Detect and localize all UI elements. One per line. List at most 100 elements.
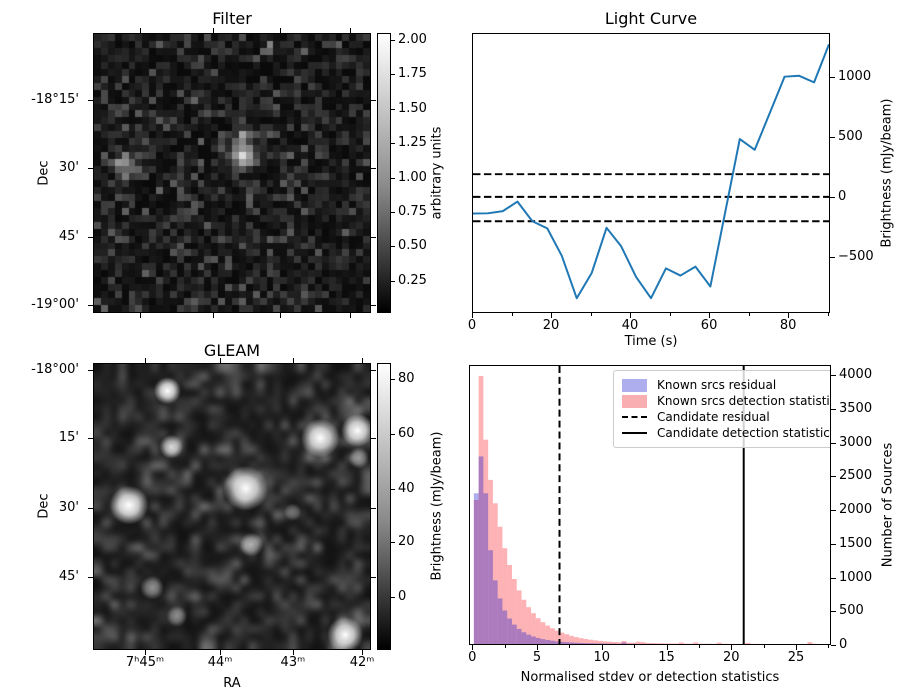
histogram-bar (478, 456, 484, 644)
tick-mark (763, 645, 765, 648)
tick-label: 2000 (839, 502, 873, 518)
histogram-bar (588, 643, 594, 644)
histogram-bar (545, 625, 551, 644)
tick-label: 45' (58, 229, 79, 244)
histogram-bar (559, 641, 565, 644)
tick-mark (536, 645, 538, 650)
tick-mark (831, 543, 836, 545)
histogram-bar (564, 634, 570, 644)
tick-mark (371, 577, 376, 579)
tick-mark (788, 313, 790, 318)
tick-label: 60 (398, 426, 415, 442)
histogram-bar (531, 636, 536, 644)
tick-mark (220, 650, 222, 655)
histogram-bar (693, 642, 698, 644)
histogram-bar (664, 643, 670, 644)
tick-label: 0.50 (398, 238, 427, 254)
tick-mark (371, 100, 376, 101)
tick-label: 5 (532, 650, 542, 665)
tick-mark (831, 476, 836, 478)
tick-mark (511, 313, 513, 316)
tick-label: 10 (593, 650, 611, 665)
tick-mark (88, 304, 93, 306)
tick-mark (391, 108, 395, 110)
filter-colorbar (377, 33, 391, 313)
histogram-bar (745, 642, 751, 644)
histogram-bar (573, 637, 579, 644)
tick-mark (504, 645, 506, 648)
tick-label: 0.75 (398, 203, 427, 219)
histogram-bar (678, 642, 684, 644)
tick-label: -19°00' (31, 296, 79, 312)
tick-mark (590, 313, 592, 316)
tick-label: 2.00 (398, 32, 427, 47)
tick-label: 0 (398, 588, 407, 604)
histogram-bar (516, 628, 522, 644)
tick-mark (88, 369, 93, 371)
tick-label: 0 (839, 637, 848, 652)
histogram-bar (626, 642, 632, 644)
histogram-bar (483, 439, 489, 644)
tick-label: 60 (700, 318, 718, 333)
tick-mark (551, 313, 553, 318)
histogram-bar (621, 642, 627, 644)
histogram-bar (650, 643, 655, 644)
histogram-bar (554, 630, 560, 644)
tick-mark (280, 313, 282, 318)
tick-mark (362, 650, 364, 655)
tick-mark (391, 74, 395, 76)
histogram-bar (597, 640, 603, 644)
histogram-bar (531, 613, 536, 644)
tick-label: 25 (787, 650, 805, 665)
histogram-bar (535, 637, 541, 644)
gleam-colorbar-label: Brightness (mJy/beam) (429, 431, 445, 581)
tick-mark (88, 100, 93, 101)
tick-mark (144, 358, 146, 363)
tick-mark (88, 167, 93, 169)
tick-mark (371, 237, 376, 238)
tick-mark (349, 28, 351, 33)
tick-label: 45' (58, 569, 79, 585)
tick-mark (362, 358, 364, 363)
histogram-bar (521, 632, 527, 644)
tick-mark (391, 280, 395, 282)
histogram-bar (488, 479, 493, 644)
histogram-bar (502, 610, 508, 644)
tick-label: 3000 (839, 434, 873, 450)
filter-colorbar-label: arbitrary units (429, 126, 445, 220)
tick-label: 1500 (839, 535, 873, 551)
histogram-bar (597, 643, 603, 644)
tick-mark (371, 437, 376, 439)
tick-mark (391, 489, 395, 491)
gleam-colorbar (377, 363, 391, 650)
histogram-bar (716, 642, 722, 644)
histogram-bar (507, 618, 512, 644)
legend-swatch-patch (622, 394, 647, 408)
tick-mark (830, 76, 835, 78)
legend-label: Candidate detection statistic (657, 426, 830, 440)
histogram-x-axis-label: Normalised stdev or detection statistics (520, 670, 780, 685)
legend: Known srcs residual Known srcs detection … (613, 370, 830, 448)
tick-mark (391, 379, 395, 381)
tick-label: 7ʰ45ᵐ (125, 655, 165, 670)
histogram-bar (473, 499, 479, 644)
histogram-bar (588, 639, 594, 644)
tick-label: 0 (467, 318, 477, 333)
histogram-bar (583, 638, 589, 644)
histogram-bar (807, 642, 813, 644)
gleam-title: GLEAM (203, 341, 261, 360)
tick-mark (830, 197, 835, 198)
histogram-bar (521, 599, 527, 644)
light-curve-title: Light Curve (604, 9, 698, 28)
tick-label: 3500 (839, 400, 873, 416)
tick-label: 1000 (838, 68, 872, 84)
light-curve-y-axis-label: Brightness (mJy/beam) (879, 98, 895, 248)
histogram-bar (640, 642, 646, 644)
tick-mark (391, 177, 395, 179)
histogram-bar (569, 635, 574, 644)
tick-mark (88, 437, 93, 439)
histogram-bar (540, 639, 546, 644)
tick-mark (831, 645, 836, 646)
tick-label: 80 (779, 318, 797, 333)
